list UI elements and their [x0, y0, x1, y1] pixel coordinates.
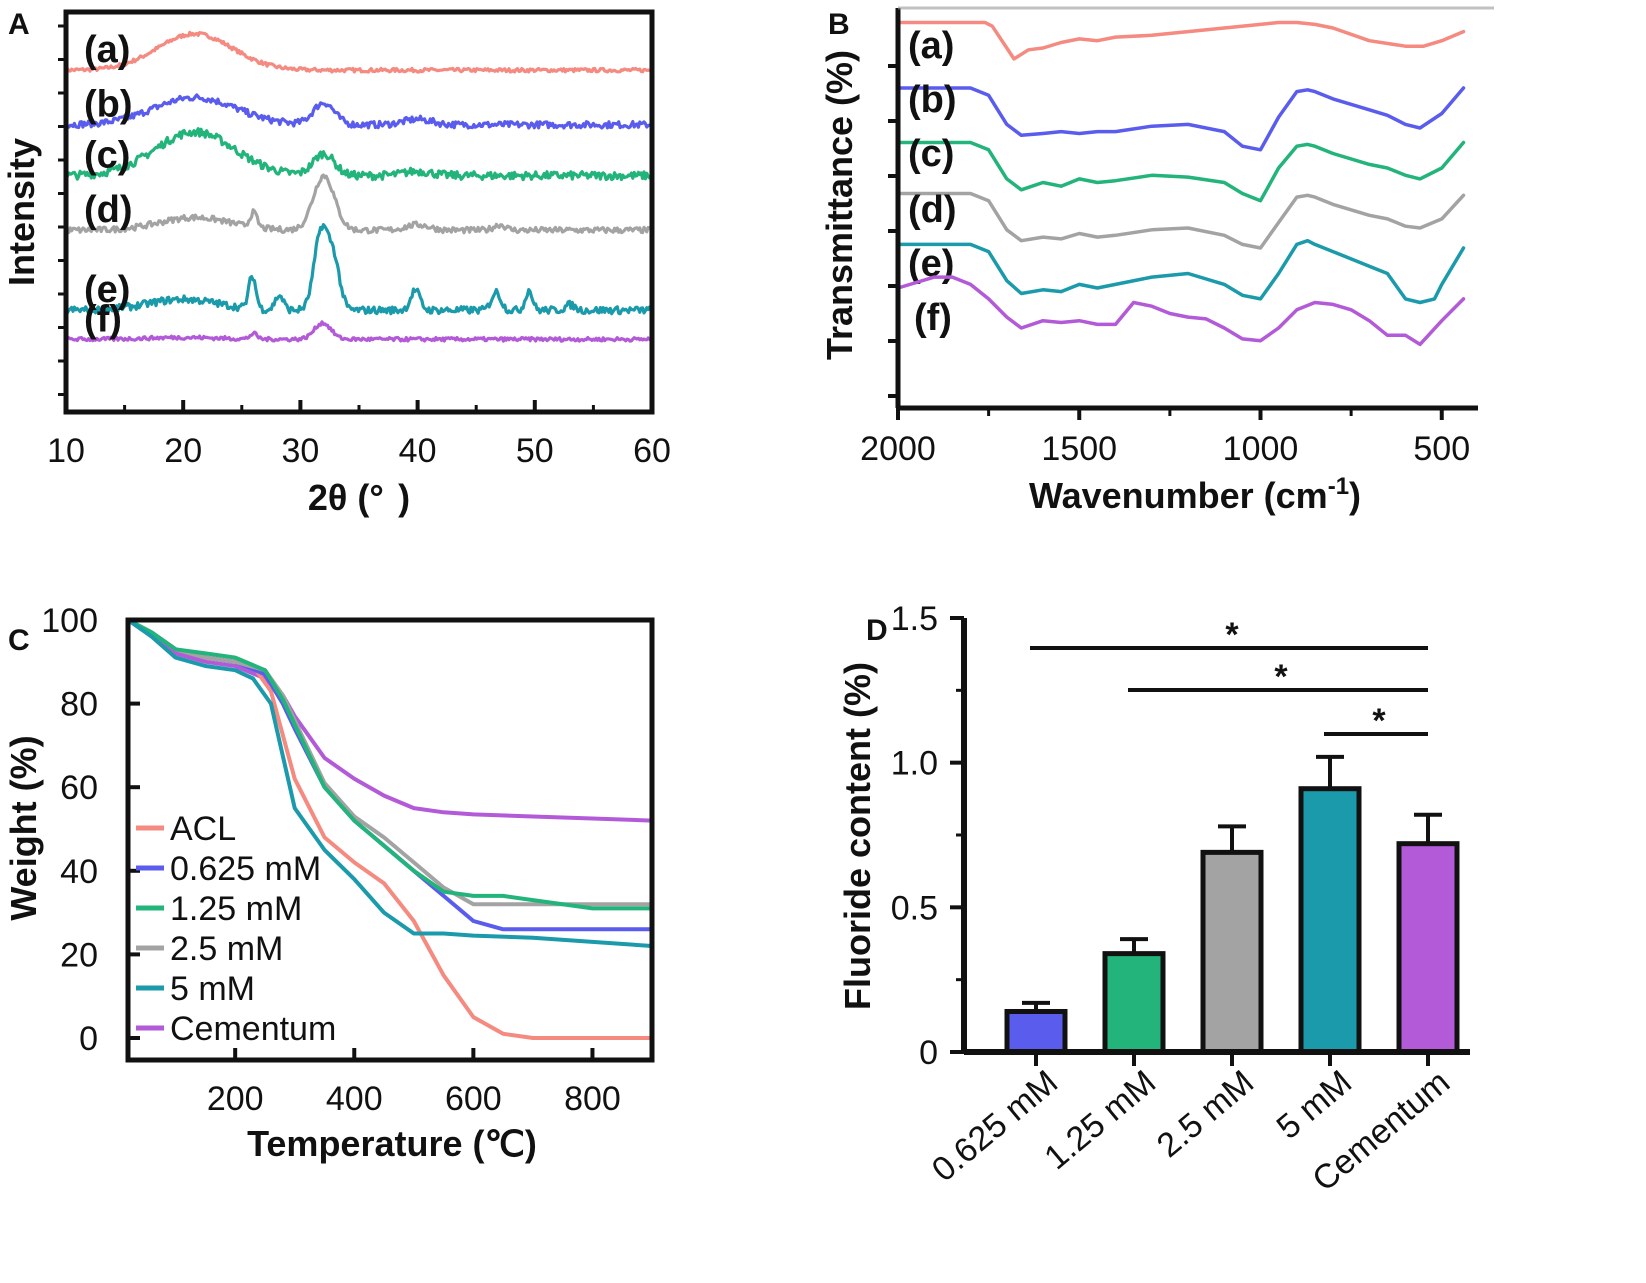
x-axis-label: 2θ (° )	[308, 477, 410, 518]
significance-star: *	[1372, 702, 1386, 740]
series-line-d	[65, 173, 652, 235]
series-line-f	[64, 320, 652, 343]
significance-star: *	[1225, 616, 1239, 654]
x-tick-label: 800	[564, 1080, 621, 1118]
series-line-c	[64, 127, 653, 182]
bar-2.5-mM	[1200, 849, 1264, 1055]
legend-entry: ACL	[170, 810, 236, 848]
panel-letter-c: C	[8, 624, 30, 657]
x-tick-label: 5 mM	[1270, 1063, 1360, 1147]
y-tick-label: 60	[60, 769, 98, 807]
x-axis-label-tail: )	[1349, 475, 1361, 516]
y-axis-label: Transmittance (%)	[819, 50, 860, 360]
x-tick-label: 1000	[1223, 430, 1299, 468]
y-tick-label: 80	[60, 686, 98, 724]
panel-b-ftir: (a)(b)(c)(d)(e)(f)2000 1500 1000 500Wavenum…	[819, 6, 1494, 516]
series-line-a	[64, 30, 652, 74]
x-tick-label: 2.5 mM	[1150, 1063, 1261, 1165]
y-tick-label: 0	[919, 1034, 938, 1072]
y-tick-label: 0	[79, 1020, 98, 1058]
series-line-f	[896, 275, 1466, 347]
x-axis-label: Temperature (℃)	[247, 1123, 537, 1164]
bar-0.625-mM	[1004, 1008, 1068, 1055]
x-tick-label: 10	[47, 432, 85, 470]
series-line-2.5-mM	[127, 618, 652, 907]
x-axis-label: Wavenumber (cm-1)	[1029, 473, 1361, 516]
x-tick-label: 1.25 mM	[1037, 1063, 1163, 1177]
legend-entry: 5 mM	[170, 970, 255, 1008]
series-label: (b)	[84, 84, 133, 126]
panel-letter-d: D	[866, 614, 888, 647]
x-axis-label-superscript: -1	[1328, 473, 1349, 500]
x-tick-label: 400	[326, 1080, 383, 1118]
series-line-1.25-mM	[127, 618, 652, 911]
plot-frame	[125, 617, 655, 1063]
y-tick-label: 0.5	[891, 889, 938, 927]
x-tick-label: 500	[1413, 430, 1470, 468]
series-line-e	[64, 223, 653, 316]
series-label: (b)	[908, 79, 957, 121]
significance-star: *	[1274, 658, 1288, 696]
x-tick-label: 50	[516, 432, 554, 470]
y-axis-label: Fluoride content (%)	[837, 662, 878, 1010]
series-line-e	[896, 238, 1466, 305]
series-line-Cementum	[127, 618, 653, 823]
legend-entry: Cementum	[170, 1010, 336, 1048]
x-tick-label: 0.625 mM	[925, 1063, 1065, 1189]
series-label: (f)	[914, 297, 952, 339]
series-label: (f)	[84, 298, 122, 340]
x-tick-label: 2000	[860, 430, 936, 468]
y-tick-label: 1.5	[891, 600, 938, 638]
x-tick-label: 600	[445, 1080, 502, 1118]
legend-entry: 0.625 mM	[170, 850, 321, 888]
series-label: (c)	[84, 135, 130, 177]
panel-a-xrd: (a) (b) (c) (d) (e)(f) 10 20 30 40 50 60 2θ (° ) Int…	[1, 9, 671, 518]
bar-5-mM	[1298, 786, 1362, 1055]
series-line-c	[896, 140, 1466, 203]
bar-1.25-mM	[1102, 951, 1166, 1055]
series-line-b	[65, 93, 653, 130]
y-tick-label: 100	[41, 602, 98, 640]
panel-d-bars: 0.625 mM1.25 mM2.5 mM 5 mMCementum00.51.0…	[837, 600, 1470, 1199]
series-label: (a)	[84, 29, 130, 71]
y-axis-label: Weight (%)	[3, 735, 44, 920]
series-line-b	[896, 86, 1466, 152]
legend-entry: 2.5 mM	[170, 930, 283, 968]
series-line-d	[896, 191, 1466, 250]
panel-letter-b: B	[828, 8, 850, 41]
x-tick-label: 1500	[1041, 430, 1117, 468]
legend-entry: 1.25 mM	[170, 890, 302, 928]
y-tick-label: 20	[60, 936, 98, 974]
panel-letter-a: A	[8, 8, 30, 41]
x-axis-label-main: Wavenumber (cm	[1029, 475, 1328, 516]
series-label: (d)	[84, 189, 133, 231]
y-axis-label: Intensity	[1, 138, 42, 286]
y-tick-label: 1.0	[891, 745, 938, 783]
series-label: (e)	[84, 269, 130, 311]
bar-Cementum	[1396, 841, 1460, 1055]
x-tick-label: 20	[164, 432, 202, 470]
x-tick-label: 40	[399, 432, 437, 470]
x-tick-label: 60	[633, 432, 671, 470]
series-label: (d)	[908, 189, 957, 231]
series-label: (c)	[908, 133, 954, 175]
x-tick-label: 200	[207, 1080, 264, 1118]
y-tick-label: 40	[60, 853, 98, 891]
x-tick-label: 30	[281, 432, 319, 470]
series-line-a	[896, 20, 1466, 61]
series-line-5-mM	[126, 618, 653, 948]
series-label: (a)	[908, 25, 954, 67]
